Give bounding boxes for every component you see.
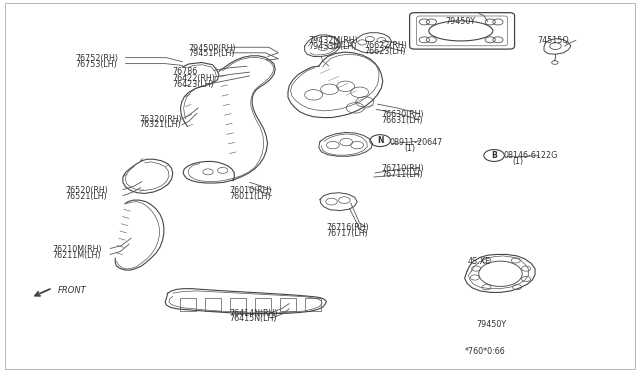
Text: 76320(RH): 76320(RH) — [140, 115, 182, 124]
Text: (1): (1) — [404, 144, 415, 153]
Text: 76211M(LH): 76211M(LH) — [52, 251, 101, 260]
Text: *760*0:66: *760*0:66 — [465, 347, 506, 356]
Text: 76717(LH): 76717(LH) — [326, 229, 368, 238]
Text: 76520(RH): 76520(RH) — [65, 186, 108, 195]
Text: 76321(LH): 76321(LH) — [140, 121, 181, 129]
Text: 76010(RH): 76010(RH) — [229, 186, 272, 195]
Text: 76422(RH): 76422(RH) — [173, 74, 216, 83]
Text: 76631(LH): 76631(LH) — [381, 116, 423, 125]
Text: FRONT: FRONT — [58, 286, 86, 295]
Text: 76711(LH): 76711(LH) — [381, 170, 423, 179]
Text: 76414N(RH): 76414N(RH) — [229, 309, 278, 318]
Text: 08911-20647: 08911-20647 — [389, 138, 442, 147]
Text: (1): (1) — [512, 157, 523, 166]
Text: 79450Y: 79450Y — [445, 17, 476, 26]
Text: 76415N(LH): 76415N(LH) — [229, 314, 276, 323]
Text: 76011(LH): 76011(LH) — [229, 192, 271, 201]
Text: 4S.XE: 4S.XE — [467, 257, 490, 266]
Text: 76752(RH): 76752(RH) — [76, 54, 118, 63]
Text: N: N — [377, 136, 383, 145]
Text: 76786: 76786 — [173, 67, 198, 76]
Text: 79433M(LH): 79433M(LH) — [308, 42, 357, 51]
Text: 79432M(RH): 79432M(RH) — [308, 36, 358, 45]
Text: 74515Q: 74515Q — [538, 36, 570, 45]
Text: 79451P(LH): 79451P(LH) — [189, 49, 236, 58]
Text: 76423(LH): 76423(LH) — [173, 80, 214, 89]
Text: 76521(LH): 76521(LH) — [65, 192, 107, 201]
Text: 76710(RH): 76710(RH) — [381, 164, 424, 173]
Text: 76753(LH): 76753(LH) — [76, 60, 117, 69]
Text: B: B — [492, 151, 497, 160]
Text: 76630(RH): 76630(RH) — [381, 110, 424, 119]
Text: 76210M(RH): 76210M(RH) — [52, 245, 102, 254]
Text: 76716(RH): 76716(RH) — [326, 223, 369, 232]
Text: 08146-6122G: 08146-6122G — [503, 151, 557, 160]
Text: 79450Y: 79450Y — [476, 320, 506, 329]
Text: 76622(RH): 76622(RH) — [365, 41, 408, 50]
Text: 76623(LH): 76623(LH) — [365, 47, 406, 56]
Text: 79450P(RH): 79450P(RH) — [189, 44, 236, 53]
